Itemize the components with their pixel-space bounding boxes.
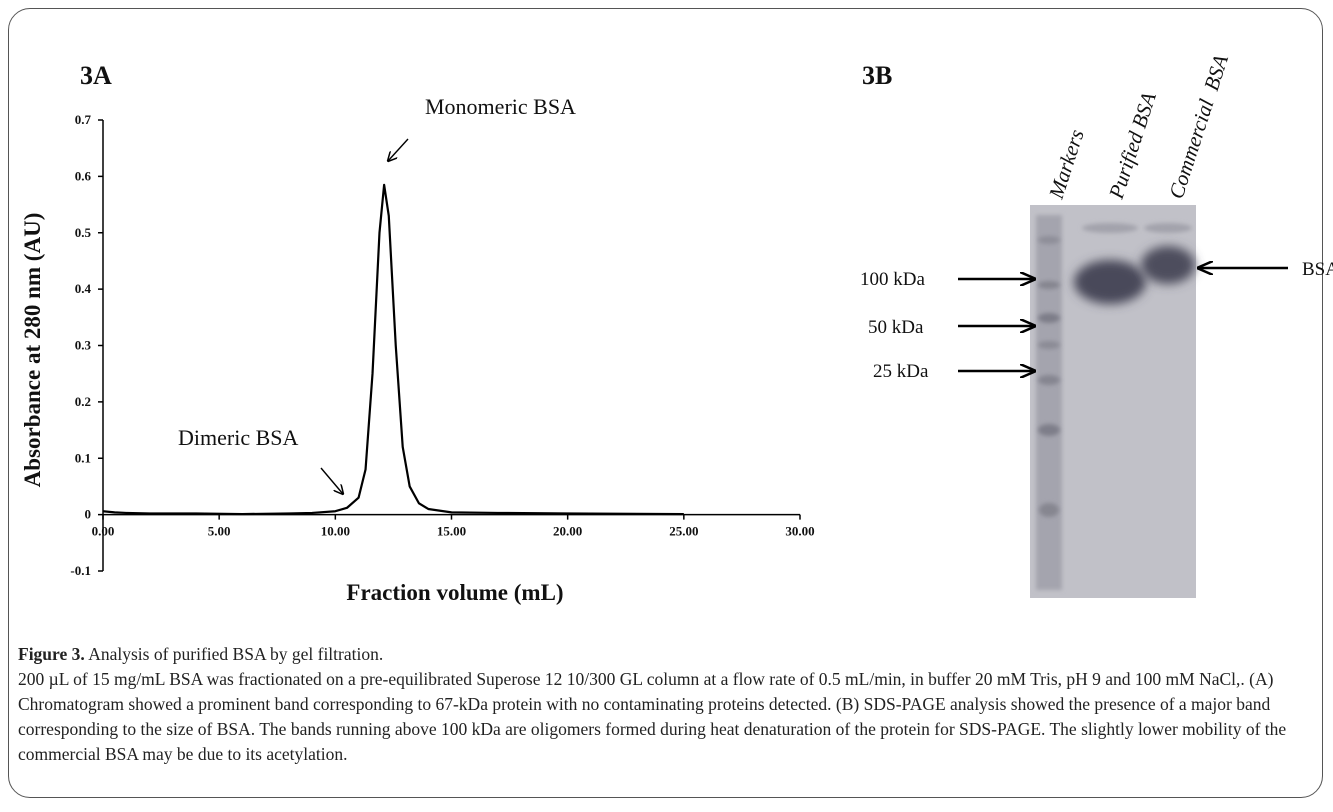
figure-frame: [8, 8, 1323, 798]
x-tick-label: 0.00: [92, 524, 115, 539]
marker-label: 25 kDa: [873, 361, 929, 382]
x-tick-label: 30.00: [785, 524, 814, 539]
caption-title: Analysis of purified BSA by gel filtrati…: [88, 644, 384, 664]
y-tick-label: 0.3: [75, 338, 92, 353]
band-label: BSA: [1302, 259, 1333, 280]
lane-label: Commercial BSA: [1164, 52, 1233, 202]
marker-label: 100 kDa: [860, 269, 925, 290]
gel-image: [1030, 205, 1196, 598]
lane-label: Markers: [1044, 126, 1089, 202]
annotation-arrow: [320, 467, 343, 494]
x-tick-label: 10.00: [321, 524, 350, 539]
y-tick-label: -0.1: [70, 563, 91, 578]
panel-label: 3B: [862, 61, 892, 90]
y-tick-label: 0.2: [75, 394, 91, 409]
y-tick-label: 0.7: [75, 112, 92, 127]
y-tick-label: 0.4: [75, 281, 92, 296]
annotation-arrow: [388, 138, 409, 161]
y-axis-title: Absorbance at 280 nm (AU): [20, 213, 45, 488]
x-tick-label: 20.00: [553, 524, 582, 539]
lane-label: Purified BSA: [1104, 89, 1161, 202]
y-tick-label: 0.1: [75, 450, 91, 465]
marker-label: 50 kDa: [868, 317, 924, 338]
x-axis-title: Fraction volume (mL): [346, 580, 563, 605]
caption: Figure 3. Analysis of purified BSA by ge…: [18, 642, 1308, 767]
annotation: Dimeric BSA: [178, 425, 298, 450]
annotation: Monomeric BSA: [425, 94, 576, 119]
y-tick-label: 0.5: [75, 225, 92, 240]
x-tick-label: 15.00: [437, 524, 466, 539]
x-tick-label: 25.00: [669, 524, 698, 539]
y-tick-label: 0: [85, 507, 92, 522]
caption-body: 200 µL of 15 mg/mL BSA was fractionated …: [18, 669, 1287, 764]
y-tick-label: 0.6: [75, 168, 92, 183]
panel-label: 3A: [80, 61, 112, 90]
caption-label: Figure 3.: [18, 644, 85, 664]
x-tick-label: 5.00: [208, 524, 231, 539]
line: [102, 183, 684, 516]
